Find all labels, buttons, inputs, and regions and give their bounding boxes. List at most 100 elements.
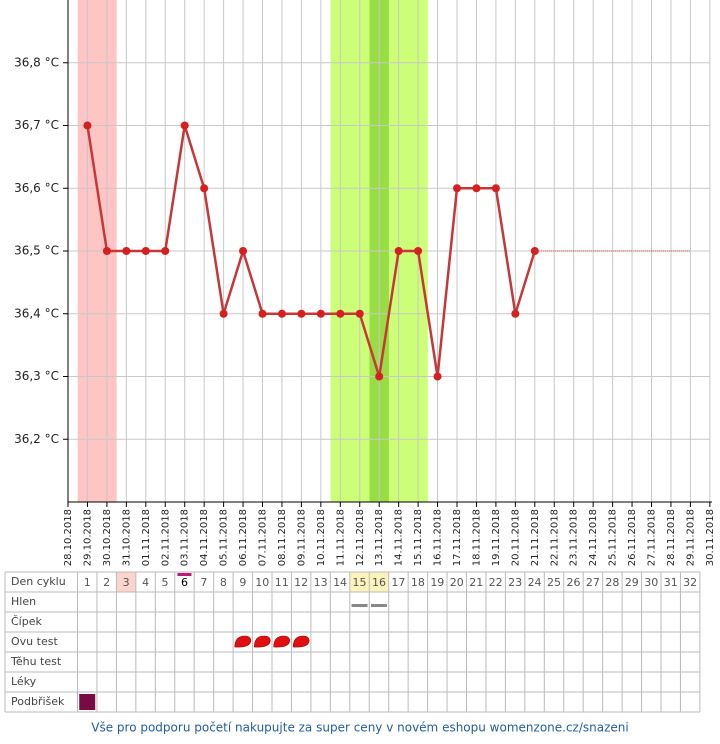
day-number: 11 (275, 576, 289, 589)
x-tick-label: 31.10.2018 (121, 509, 132, 566)
temperature-point (355, 309, 364, 318)
temperature-point (336, 309, 345, 318)
temperature-point (472, 184, 481, 193)
day-number: 3 (123, 576, 130, 589)
day-number: 26 (566, 576, 580, 589)
x-tick-label: 06.11.2018 (238, 509, 249, 566)
day-number: 21 (469, 576, 483, 589)
x-tick-label: 17.11.2018 (452, 509, 463, 566)
day-number: 23 (508, 576, 522, 589)
day-number: 7 (200, 576, 207, 589)
x-tick-label: 30.10.2018 (102, 509, 113, 566)
day-number: 16 (372, 576, 386, 589)
day-highlight (116, 572, 136, 592)
temperature-point (180, 121, 189, 130)
x-tick-label: 19.11.2018 (491, 509, 502, 566)
x-tick-label: 18.11.2018 (471, 509, 482, 566)
y-tick-label: 36,8 °C (14, 55, 59, 69)
x-tick-label: 22.11.2018 (549, 509, 560, 566)
temperature-point (394, 247, 403, 255)
x-tick-label: 28.10.2018 (63, 509, 74, 566)
podbrisek-mark (79, 694, 96, 710)
y-tick-label: 36,2 °C (14, 432, 59, 446)
day-number: 30 (644, 576, 658, 589)
row-label: Den cyklu (11, 575, 66, 588)
day-number: 12 (294, 576, 308, 589)
temperature-point (277, 309, 286, 318)
x-tick-label: 14.11.2018 (394, 509, 405, 566)
x-tick-label: 28.11.2018 (666, 509, 677, 566)
day-number: 18 (411, 576, 425, 589)
current-day-marker (177, 573, 192, 576)
x-tick-label: 26.11.2018 (627, 509, 638, 566)
hlen-mark (351, 604, 368, 607)
day-number: 10 (255, 576, 269, 589)
day-number: 13 (314, 576, 328, 589)
temperature-point (219, 309, 228, 318)
row-label: Hlen (11, 595, 36, 608)
temperature-point (414, 247, 423, 255)
x-tick-label: 29.11.2018 (685, 509, 696, 566)
x-tick-label: 20.11.2018 (510, 509, 521, 566)
day-number: 28 (605, 576, 619, 589)
temperature-point (141, 247, 150, 255)
temperature-point (83, 121, 92, 130)
x-tick-label: 10.11.2018 (316, 509, 327, 566)
day-number: 5 (162, 576, 169, 589)
day-number: 32 (683, 576, 697, 589)
day-number: 29 (625, 576, 639, 589)
x-tick-label: 24.11.2018 (588, 509, 599, 566)
x-tick-label: 05.11.2018 (219, 509, 230, 566)
y-tick-label: 36,7 °C (14, 118, 59, 132)
x-tick-label: 23.11.2018 (569, 509, 580, 566)
row-label: Podbřišek (11, 695, 65, 708)
x-tick-label: 25.11.2018 (608, 509, 619, 566)
day-number: 4 (142, 576, 149, 589)
x-tick-label: 30.11.2018 (705, 509, 716, 566)
day-number: 31 (664, 576, 678, 589)
ovu-test-mark (273, 635, 291, 648)
x-tick-label: 09.11.2018 (296, 509, 307, 566)
temperature-point (161, 247, 170, 255)
temperature-point (491, 184, 500, 193)
hlen-mark (370, 604, 387, 607)
x-tick-label: 15.11.2018 (413, 509, 424, 566)
x-tick-label: 29.10.2018 (82, 509, 93, 566)
day-number: 8 (220, 576, 227, 589)
day-number: 2 (103, 576, 110, 589)
footer-link[interactable]: Vše pro podporu početí nakupujte za supe… (91, 721, 628, 735)
y-tick-label: 36,6 °C (14, 181, 59, 195)
temperature-point (239, 247, 248, 255)
ovu-test-mark (234, 635, 252, 648)
x-tick-label: 12.11.2018 (355, 509, 366, 566)
day-number: 14 (333, 576, 347, 589)
x-tick-label: 01.11.2018 (141, 509, 152, 566)
x-tick-label: 13.11.2018 (374, 509, 385, 566)
day-number: 27 (586, 576, 600, 589)
y-tick-label: 36,3 °C (14, 369, 59, 383)
x-tick-label: 02.11.2018 (160, 509, 171, 566)
x-tick-label: 08.11.2018 (277, 509, 288, 566)
x-tick-label: 11.11.2018 (335, 509, 346, 566)
temperature-point (511, 309, 520, 318)
ovu-test-mark (292, 635, 310, 648)
day-number: 17 (391, 576, 405, 589)
temperature-point (433, 372, 442, 381)
row-label: Čípek (11, 615, 42, 628)
day-number: 6 (181, 576, 188, 589)
x-tick-label: 03.11.2018 (180, 509, 191, 566)
temperature-point (200, 184, 209, 193)
x-tick-label: 16.11.2018 (433, 509, 444, 566)
y-tick-label: 36,5 °C (14, 244, 59, 258)
y-tick-label: 36,4 °C (14, 306, 59, 320)
ovu-test-mark (253, 635, 271, 648)
day-number: 22 (489, 576, 503, 589)
temperature-point (453, 184, 461, 193)
temperature-point (297, 309, 306, 318)
x-tick-label: 21.11.2018 (530, 509, 541, 566)
day-highlight (369, 572, 389, 592)
temperature-point (258, 309, 267, 318)
temperature-point (122, 247, 131, 255)
day-number: 25 (547, 576, 561, 589)
temperature-point (375, 372, 384, 381)
